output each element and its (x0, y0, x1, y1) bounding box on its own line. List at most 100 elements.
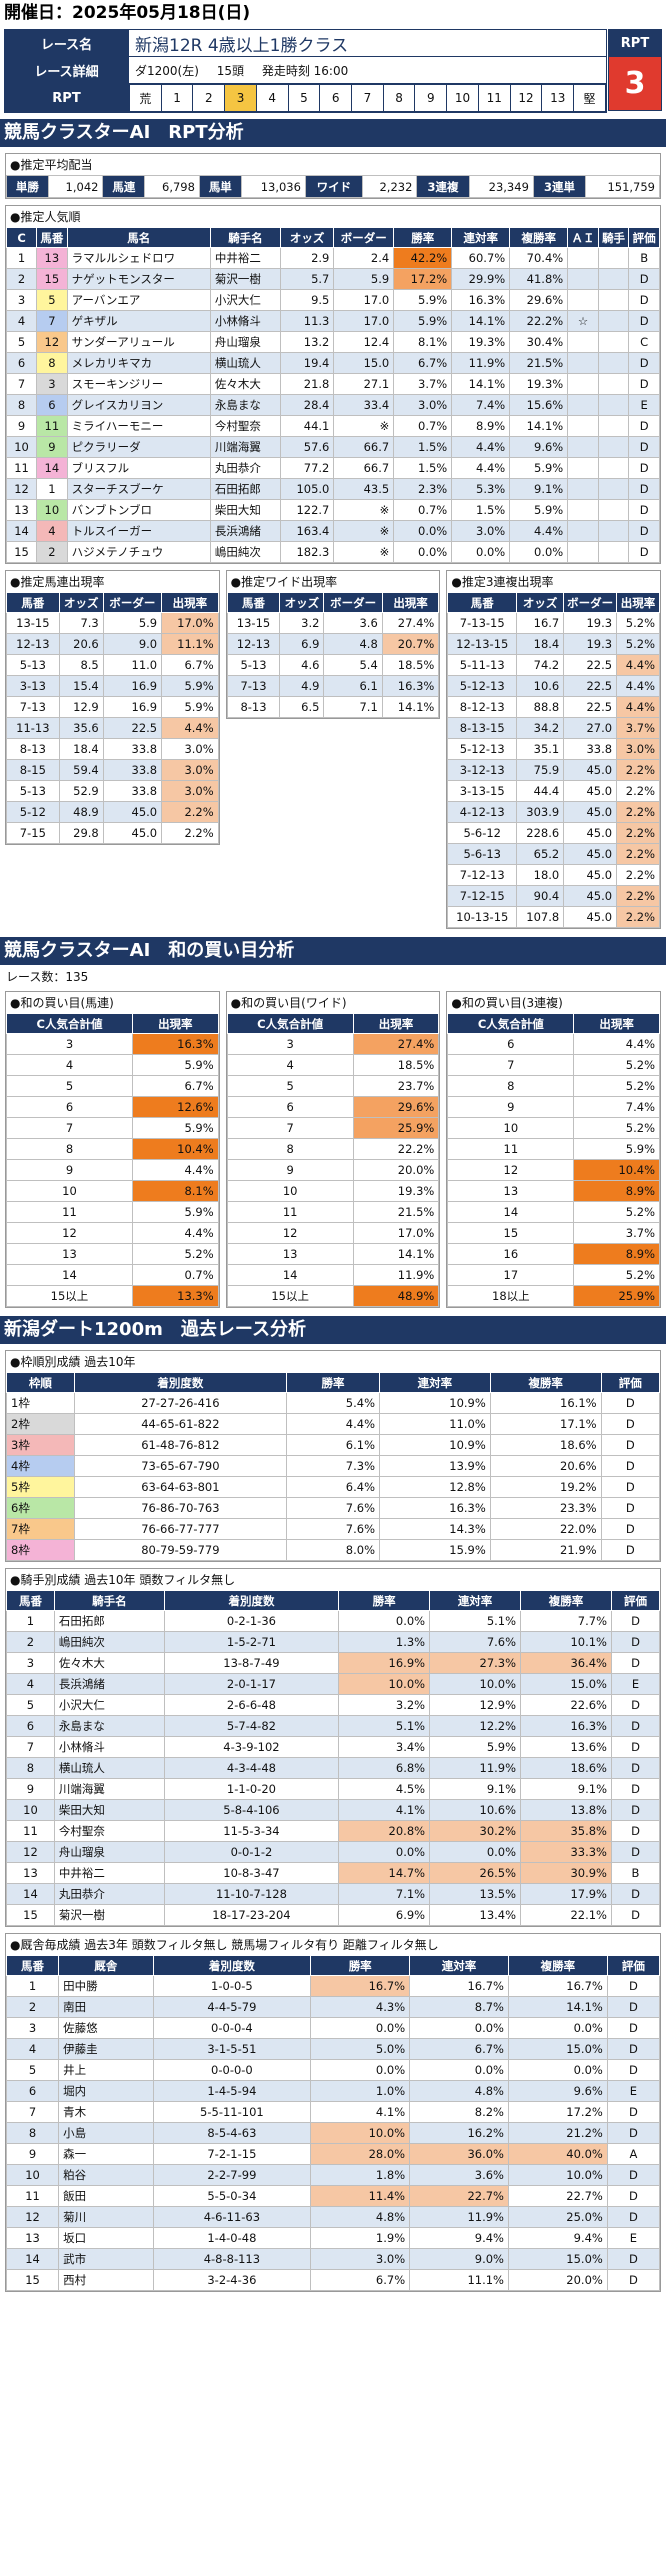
cell-evaluation: D (606, 2248, 661, 2270)
cell-win-rate: 7.3% (286, 1455, 381, 1477)
cell-record: 2-2-7-99 (152, 2164, 312, 2186)
cell-win-rate: 0.7% (393, 415, 453, 437)
cell-rate: 2.2% (616, 843, 661, 865)
col-header: オッズ (279, 592, 325, 613)
col-header: 勝率 (310, 1955, 411, 1976)
cell-jockey: 長浜鴻緒 (53, 1673, 165, 1695)
cell-horse-number: 15 (6, 1904, 55, 1926)
table-row: 3 16.3% (6, 1033, 219, 1055)
cell-evaluation: D (628, 310, 660, 332)
rpt-value-box: RPT 3 (608, 29, 662, 111)
cell-ai-mark (567, 289, 599, 311)
cell-rank: 15 (5, 541, 38, 563)
race-info-block: レース名 新潟12R 4歳以上1勝クラス レース詳細 ダ1200(左) 15頭 … (4, 29, 662, 113)
cell-popularity-sum: 14 (226, 1264, 354, 1286)
cell-jockey: 今村聖奈 (53, 1820, 165, 1842)
cell-rate: 10.4% (131, 1138, 219, 1160)
cell-rate: 3.0% (161, 738, 219, 760)
cell-border: 15.0 (333, 352, 395, 374)
cell-popularity-sum: 3 (6, 1033, 133, 1055)
cell-odds: 18.4 (516, 633, 565, 655)
table-row: 5-6-12 228.6 45.0 2.2% (447, 822, 661, 844)
cell-horse-name: バンブトンブロ (66, 499, 211, 521)
cell-border: 19.3 (563, 633, 618, 655)
cell-record: 1-5-2-71 (163, 1631, 340, 1653)
cell-popularity-sum: 10 (6, 1180, 133, 1202)
table-row: 9 川端海翼 1-1-0-20 4.5% 9.1% 9.1% D (6, 1778, 660, 1800)
cell-win-rate: 16.9% (338, 1652, 431, 1674)
cell-trainer: 堀内 (58, 2080, 154, 2102)
section-rpt-analysis: 競馬クラスターAI RPT分析 (0, 119, 666, 147)
table-row: 9 20.0% (226, 1159, 440, 1181)
cell-border: 45.0 (563, 780, 618, 802)
cell-record: 44-65-61-822 (73, 1413, 288, 1435)
cell-combination: 5-12-13 (447, 738, 518, 760)
cell-ai-mark (567, 247, 599, 269)
cell-horse-number: 4 (36, 520, 68, 542)
cell-win-rate: 1.5% (393, 436, 453, 458)
table-row: 14 武市 4-8-8-113 3.0% 9.0% 15.0% D (5, 2248, 661, 2270)
table-row: 11 21.5% (226, 1201, 440, 1223)
table-row: 12 10.4% (447, 1159, 661, 1181)
cell-fukusho-rate: 13.8% (520, 1799, 612, 1821)
cell-horse-number: 2 (36, 541, 68, 563)
table-row: 12 4.4% (6, 1222, 219, 1244)
cell-evaluation: D (611, 1778, 660, 1800)
table-row: 5 12 サンダーアリュール 舟山瑠泉 13.2 12.4 8.1% 19.3% 30.4% C (5, 331, 660, 353)
col-header: ボーダー (333, 227, 395, 248)
table-row: 1枠 27-27-26-416 5.4% 10.9% 16.1% D (6, 1392, 661, 1414)
cell-jockey: 中井裕二 (209, 247, 281, 269)
table-row: 5-12 48.9 45.0 2.2% (6, 801, 219, 823)
cell-horse-number: 10 (5, 2164, 60, 2186)
cell-rentai-rate: 26.5% (429, 1862, 522, 1884)
table-row: 6 永島まな 5-7-4-82 5.1% 12.2% 16.3% D (6, 1715, 660, 1737)
cell-rate: 2.2% (616, 906, 661, 928)
cell-rate: 5.9% (131, 1117, 219, 1139)
rpt-label: RPT (4, 83, 129, 113)
cell-win-rate: 6.8% (338, 1757, 431, 1779)
col-header: 連対率 (379, 1372, 491, 1393)
cell-evaluation: D (628, 415, 660, 437)
table-row: 7 小林脩斗 4-3-9-102 3.4% 5.9% 13.6% D (6, 1736, 660, 1758)
cell-jockey: 長浜鴻緒 (209, 520, 281, 542)
table-row: 5 23.7% (226, 1075, 440, 1097)
popularity-title: ●推定人気順 (10, 210, 81, 224)
cell-odds: 228.6 (516, 822, 565, 844)
cell-popularity-sum: 8 (226, 1138, 354, 1160)
cell-horse-number: 15 (36, 268, 68, 290)
cell-rate: 2.2% (161, 801, 219, 823)
jockey-table: 馬番 騎手名 着別度数 勝率 連対率 複勝率 評価 1 石田拓郎 0-2-1-36 0.0% 5.1%… (6, 1590, 660, 1926)
cell-fukusho-rate: 40.0% (507, 2143, 608, 2165)
payout-value: 13,036 (240, 175, 306, 198)
cell-evaluation: B (611, 1862, 660, 1884)
cell-odds: 19.4 (279, 352, 335, 374)
col-header: 勝率 (338, 1590, 431, 1611)
cell-win-rate: 3.2% (338, 1694, 431, 1716)
cell-odds: 2.9 (279, 247, 335, 269)
cell-record: 76-66-77-777 (73, 1518, 288, 1540)
rpt-cell: 4 (255, 84, 289, 112)
cell-win-rate: 4.8% (310, 2206, 411, 2228)
table-row: 7-13 12.9 16.9 5.9% (6, 696, 219, 718)
payout-value: 23,349 (468, 175, 534, 198)
cell-record: 3-1-5-51 (152, 2038, 312, 2060)
cell-popularity-sum: 15 (447, 1222, 575, 1244)
cell-horse-number: 3 (6, 1652, 55, 1674)
cell-record: 5-7-4-82 (163, 1715, 340, 1737)
cell-fukusho-rate: 0.0% (507, 2059, 608, 2081)
waku-table: 枠順 着別度数 勝率 連対率 複勝率 評価 1枠 27-27-26-416 5.4% 10.9% 1… (6, 1372, 661, 1561)
cell-combination: 13-15 (226, 612, 281, 634)
cell-jockey: 柴田大知 (209, 499, 281, 521)
cell-record: 11-10-7-128 (163, 1883, 340, 1905)
payout-key: 3連単 (532, 175, 587, 198)
cell-rate: 5.9% (131, 1054, 219, 1076)
page: 開催日：2025年05月18日(日) レース名 新潟12R 4歳以上1勝クラス … (0, 3, 666, 2292)
cell-jockey: 小沢大仁 (209, 289, 281, 311)
table-row: 15 2 ハジメテノチュウ 嶋田純次 182.3 ※ 0.0% 0.0% 0.0% D (5, 541, 660, 563)
cell-evaluation: D (611, 1820, 660, 1842)
cell-fukusho-rate: 29.6% (509, 289, 569, 311)
table-row: 11 飯田 5-5-0-34 11.4% 22.7% 22.7% D (5, 2185, 661, 2207)
table-row: 7 5.2% (447, 1054, 661, 1076)
cell-rate: 18.5% (381, 654, 440, 676)
table-row: 13 14.1% (226, 1243, 440, 1265)
